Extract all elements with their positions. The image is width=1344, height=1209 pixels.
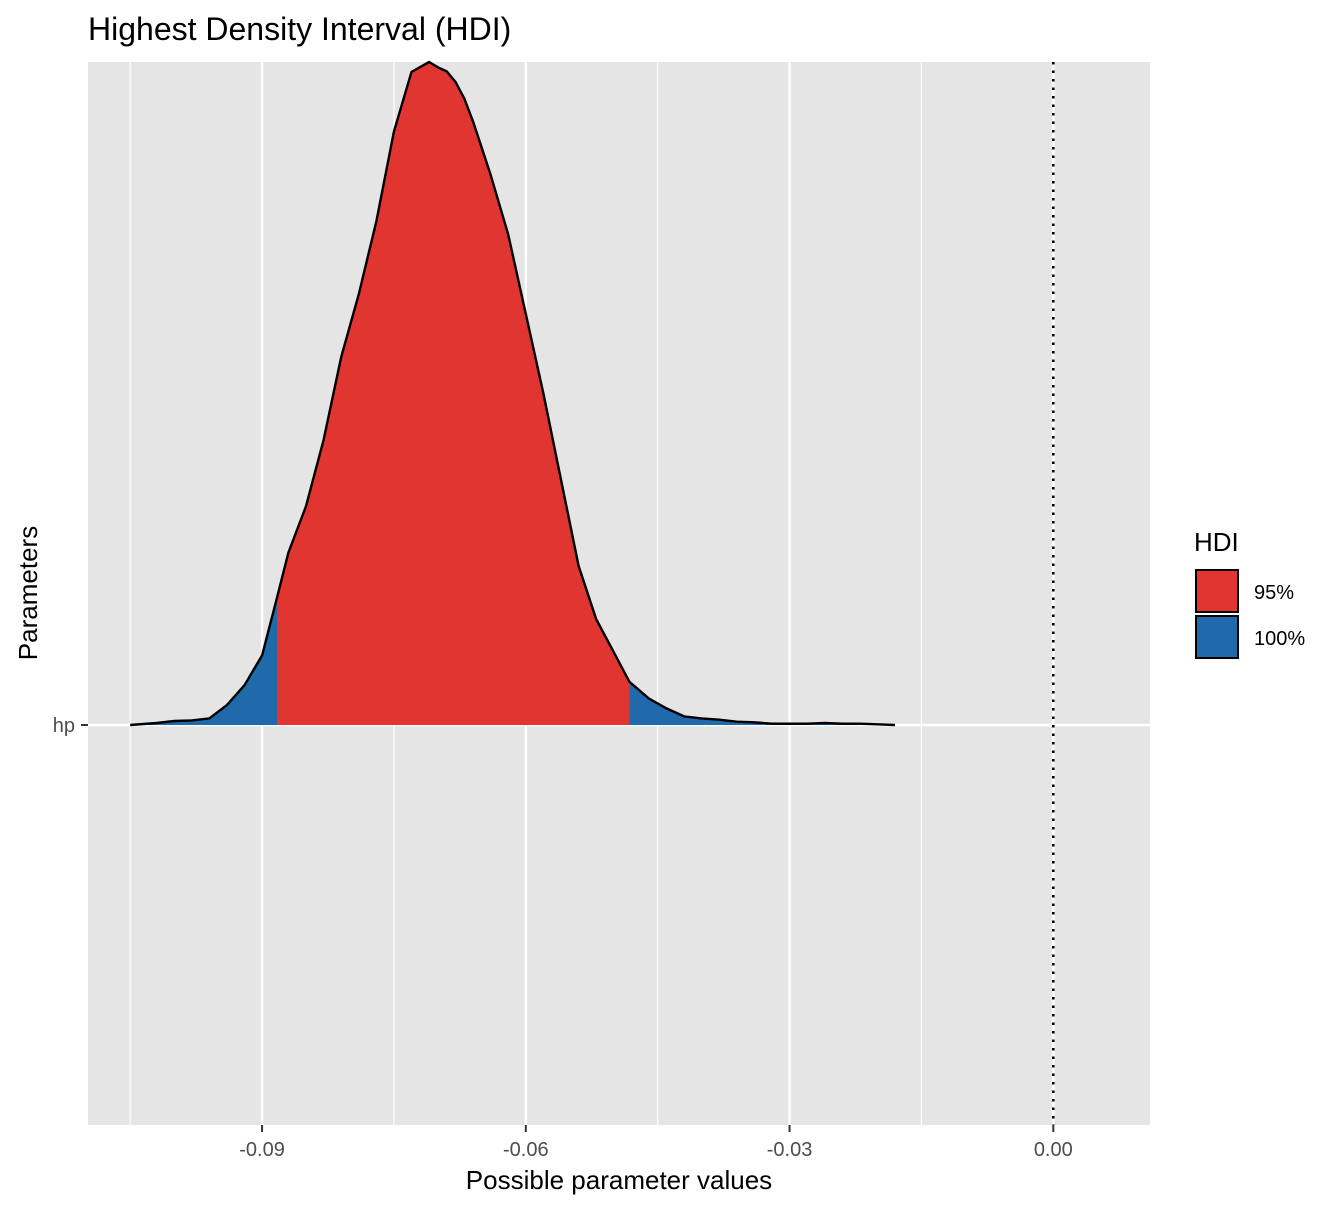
legend-title: HDI: [1194, 527, 1239, 557]
legend-swatch: [1195, 615, 1239, 659]
x-tick-label: -0.09: [239, 1139, 285, 1161]
y-tick-label: hp: [53, 715, 75, 737]
legend-label: 95%: [1254, 582, 1294, 604]
y-axis-ticks: hp: [53, 715, 88, 737]
plot-panel: [88, 62, 1150, 1125]
chart-title: Highest Density Interval (HDI): [88, 11, 511, 47]
legend: HDI 95% 100%: [1194, 527, 1305, 659]
density-areas: [130, 62, 895, 725]
legend-swatch: [1195, 569, 1239, 613]
x-axis-title: Possible parameter values: [466, 1165, 772, 1195]
x-tick-label: -0.06: [503, 1139, 549, 1161]
x-tick-label: 0.00: [1034, 1139, 1073, 1161]
x-axis-ticks: -0.09 -0.06 -0.03 0.00: [239, 1125, 1073, 1161]
hdi-100-left-area: [130, 597, 277, 725]
x-tick-label: -0.03: [767, 1139, 813, 1161]
y-axis-title: Parameters: [13, 526, 43, 660]
density-outline: [130, 60, 896, 727]
hdi-95-area: [277, 62, 630, 725]
legend-items: 95% 100%: [1195, 569, 1305, 659]
legend-label: 100%: [1254, 628, 1305, 650]
hdi-100-right-area: [629, 681, 895, 725]
